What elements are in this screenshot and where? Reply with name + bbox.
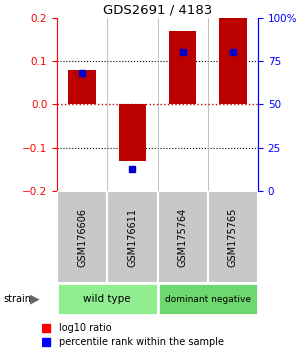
Bar (208, 191, 258, 283)
Text: dominant negative: dominant negative (165, 295, 251, 304)
Text: GSM176606: GSM176606 (77, 208, 87, 267)
Bar (57, 283, 158, 315)
Text: percentile rank within the sample: percentile rank within the sample (59, 337, 224, 348)
Text: GSM175765: GSM175765 (228, 207, 238, 267)
Bar (68, 70, 96, 104)
Text: ▶: ▶ (30, 293, 40, 306)
Bar (107, 191, 158, 283)
Bar (57, 191, 107, 283)
Text: log10 ratio: log10 ratio (59, 322, 112, 332)
Bar (219, 18, 247, 104)
Bar (158, 191, 208, 283)
Title: GDS2691 / 4183: GDS2691 / 4183 (103, 4, 212, 17)
Bar (118, 104, 146, 161)
Text: GSM175764: GSM175764 (178, 207, 188, 267)
Text: wild type: wild type (83, 294, 131, 304)
Text: GSM176611: GSM176611 (128, 208, 137, 267)
Bar (158, 283, 258, 315)
Text: strain: strain (3, 294, 31, 304)
Bar (169, 31, 196, 104)
